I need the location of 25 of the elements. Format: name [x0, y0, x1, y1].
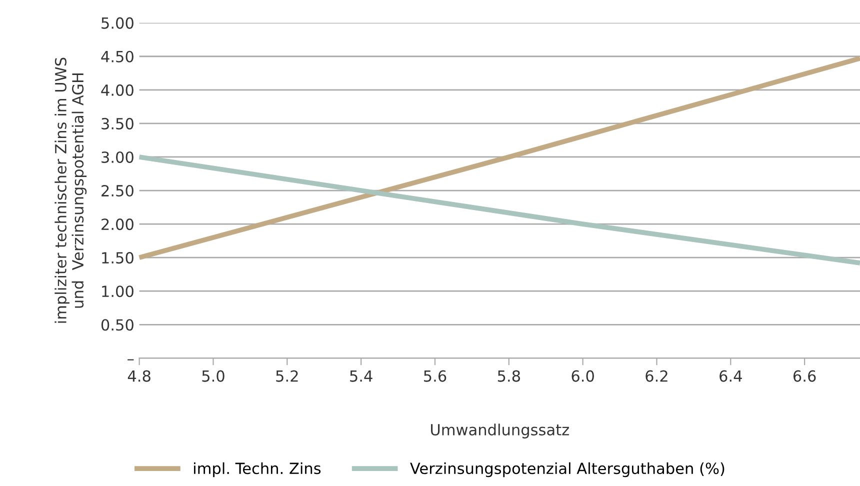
y-tick-label: 1.50 [102, 252, 134, 264]
x-tick-label: 6.0 [572, 370, 594, 382]
x-tick-label: 5.4 [350, 370, 372, 382]
x-tick-label: 6.6 [793, 370, 816, 382]
x-tick-label: 6.2 [646, 370, 668, 382]
legend-label: Verzinsungspotenzial Altersguthaben (%) [410, 462, 724, 478]
x-axis-title: Umwandlungssatz [431, 424, 569, 438]
y-tick-label: 4.00 [101, 84, 134, 96]
x-tick-label: 5.6 [424, 370, 446, 382]
x-tick-label: 5.8 [498, 370, 520, 382]
x-tick-label: 5.2 [276, 370, 298, 382]
y-tick-label: 4.50 [101, 50, 134, 62]
y-axis-title: impliziter technischer Zins im UWS und Verzinsungspotential AGH [54, 58, 87, 323]
y-tick-label: 3.50 [102, 118, 134, 130]
y-tick-label: 0.50 [101, 319, 134, 331]
x-tick-label: 4.8 [128, 370, 150, 382]
y-tick-label: 2.50 [102, 184, 134, 197]
x-tick-label: 5.0 [202, 370, 224, 382]
y-tick-label: 2.00 [102, 218, 134, 230]
y-tick-label: 5.00 [102, 17, 134, 29]
y-tick-label: 3.00 [102, 151, 134, 163]
y-tick-label: – [128, 359, 134, 360]
legend-label: impl. Techn. Zins [194, 462, 321, 478]
y-tick-label: 1.00 [102, 286, 134, 298]
x-tick-label: 6.4 [720, 370, 742, 382]
